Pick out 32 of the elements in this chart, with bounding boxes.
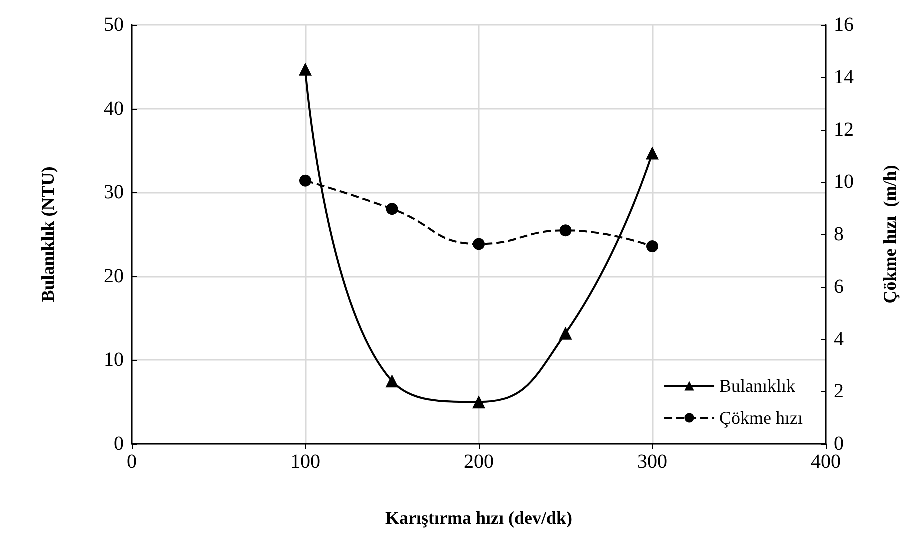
- point: [559, 326, 572, 340]
- point: [560, 224, 572, 237]
- point: [646, 240, 658, 253]
- y-tick-label: 20: [104, 265, 124, 288]
- y2-tick-label: 8: [834, 224, 844, 246]
- point: [473, 238, 485, 250]
- x-tick-label: 100: [290, 451, 320, 473]
- y-tick-label: 50: [104, 14, 124, 36]
- x-tick-label: 300: [638, 451, 668, 473]
- y2-tick-label: 14: [834, 66, 854, 88]
- legend-label: Çökme hızı: [720, 408, 804, 428]
- y2-tick-label: 12: [834, 118, 854, 141]
- point: [299, 62, 312, 76]
- legend-label: Bulanıklık: [720, 376, 796, 396]
- y2-tick-label: 6: [834, 276, 844, 298]
- point: [472, 396, 486, 409]
- point: [646, 146, 659, 160]
- x-tick-label: 200: [464, 451, 494, 473]
- x-axis-title: Karıştırma hızı (dev/dk): [386, 508, 572, 528]
- point: [386, 203, 398, 216]
- y2-tick-label: 10: [834, 171, 854, 194]
- y-tick-label: 30: [104, 182, 124, 204]
- y-tick-label: 0: [114, 433, 124, 455]
- point: [386, 374, 399, 388]
- y2-axis-title: Çökme hızı (m/h): [880, 165, 900, 304]
- y-axis-title: Bulanıklık (NTU): [38, 166, 58, 302]
- y2-tick-label: 2: [834, 380, 844, 403]
- y2-tick-label: 4: [834, 328, 844, 350]
- y-tick-label: 10: [104, 349, 124, 372]
- y-tick-label: 40: [104, 98, 124, 120]
- point: [300, 174, 312, 187]
- y2-tick-label: 16: [834, 14, 854, 36]
